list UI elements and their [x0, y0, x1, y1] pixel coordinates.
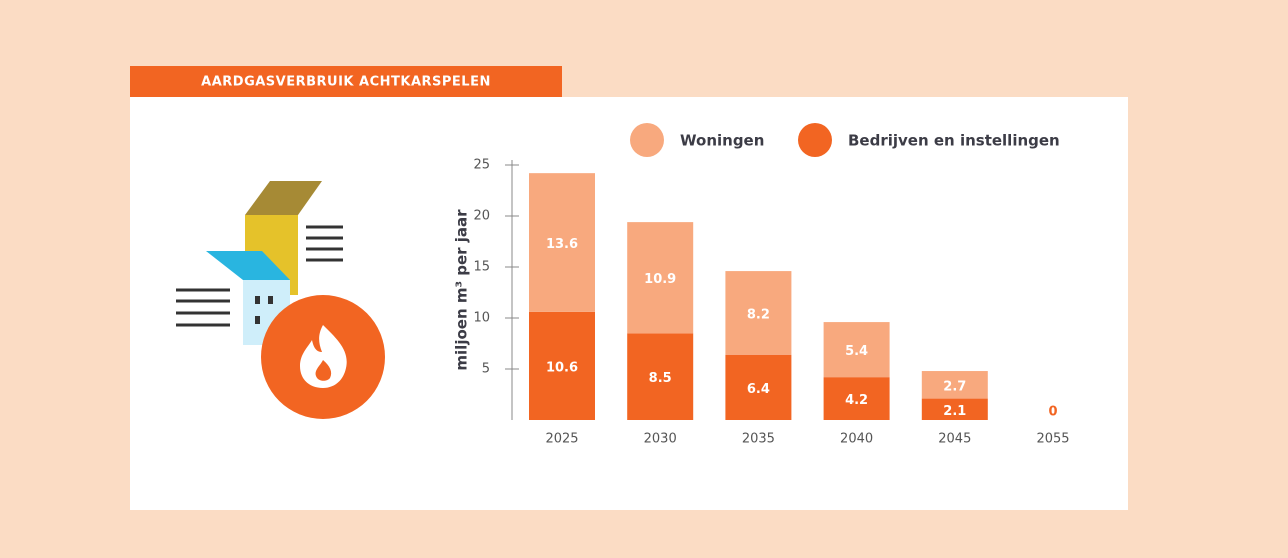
- legend-label: Woningen: [680, 132, 764, 150]
- bar-segment: [823, 322, 890, 378]
- y-tick-label: 15: [473, 260, 490, 275]
- value-label: 2.1: [943, 404, 966, 419]
- value-label: 2.7: [943, 379, 966, 394]
- window: [255, 316, 260, 324]
- chart-title: AARDGASVERBRUIK ACHTKARSPELEN: [201, 75, 491, 90]
- lines: [176, 225, 343, 327]
- value-label: 13.6: [546, 237, 578, 252]
- bar-segment: [627, 222, 694, 334]
- value-label: 4.2: [845, 393, 868, 408]
- bar-segment: [529, 173, 595, 312]
- value-label: 10.6: [546, 360, 578, 375]
- y-tick-label: 25: [473, 158, 490, 173]
- legend-swatch: [630, 123, 664, 157]
- value-label: 0: [1048, 405, 1057, 420]
- x-tick-label: 2040: [840, 432, 873, 447]
- bar-segment: [921, 371, 988, 399]
- bar-segment: [725, 354, 792, 420]
- illustration: [176, 181, 385, 419]
- bar-segment: [921, 398, 988, 420]
- value-label: 10.9: [644, 272, 676, 287]
- flame: [300, 325, 347, 388]
- bar-segment: [529, 311, 595, 420]
- title-tab: [130, 66, 562, 97]
- y-axis-label: miljoen m³ per jaar: [453, 209, 471, 371]
- window: [268, 296, 273, 304]
- bar-segment: [725, 271, 792, 355]
- bar-segment: [627, 333, 694, 420]
- legend-swatch: [798, 123, 832, 157]
- value-label: 8.2: [747, 307, 770, 322]
- x-tick-label: 2030: [644, 432, 677, 447]
- legend-label: Bedrijven en instellingen: [848, 132, 1060, 150]
- flame-inner: [315, 360, 332, 381]
- roof: [245, 181, 322, 215]
- x-tick-label: 2055: [1036, 432, 1069, 447]
- y-tick-label: 10: [473, 311, 490, 326]
- bar-segment: [823, 377, 890, 420]
- x-tick-label: 2025: [545, 432, 578, 447]
- value-label: 6.4: [747, 382, 770, 397]
- y-tick-label: 5: [482, 362, 490, 377]
- value-label: 5.4: [845, 344, 868, 359]
- window: [255, 296, 260, 304]
- y-tick-label: 20: [473, 209, 490, 224]
- roof: [206, 251, 290, 280]
- value-label: 8.5: [649, 371, 672, 386]
- x-tick-label: 2045: [938, 432, 971, 447]
- x-tick-label: 2035: [742, 432, 775, 447]
